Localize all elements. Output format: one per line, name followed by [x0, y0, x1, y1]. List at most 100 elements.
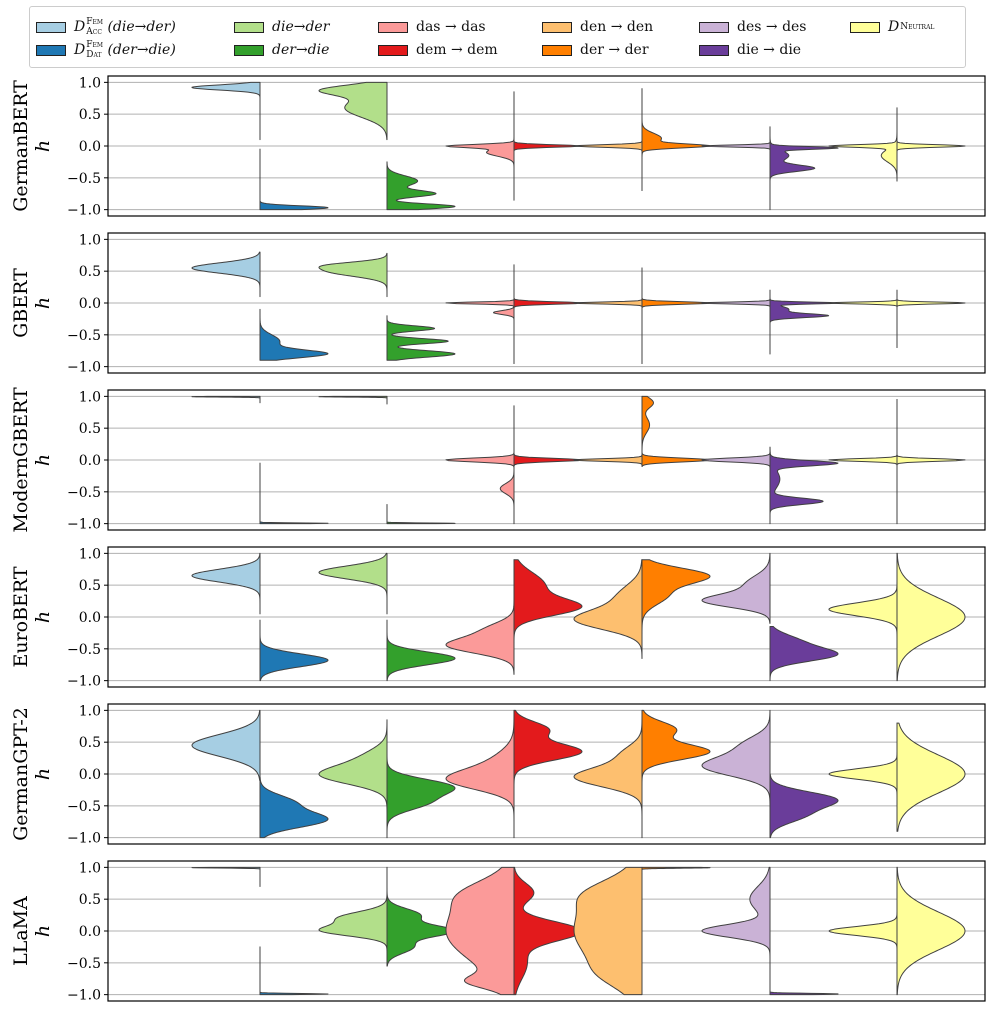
violin-GBERT-das_das-left [445, 264, 515, 364]
violin-GBERT-die_die-right [769, 289, 839, 355]
legend-swatch-neutral [850, 21, 880, 33]
violin-ModernGBERT-neutral-left [828, 399, 898, 525]
legend-swatch-die_der [234, 21, 264, 33]
violin-GBERT-die_der-left [318, 252, 388, 298]
legend-item-die_die: die → die [699, 40, 801, 60]
y-tick-label: −0.5 [67, 328, 101, 344]
legend-label-das_das: das → das [416, 19, 486, 35]
y-tick-label: 0.5 [79, 421, 101, 437]
y-tick-label: 0.5 [79, 892, 101, 908]
violin-LLaMA-die_die-right [769, 968, 839, 996]
legend-swatch-der_der [542, 44, 572, 56]
violin-LLaMA-dat_fem-right [259, 946, 329, 996]
legend-swatch-acc_fem [36, 21, 66, 33]
violin-ModernGBERT-den_den-left [573, 395, 643, 467]
legend-item-des_des: des → des [699, 17, 807, 37]
violin-GermanBERT-neutral-right [896, 107, 966, 182]
violin-LLaMA-den_den-left [573, 866, 643, 996]
legend-label-die_der: die→der [272, 19, 330, 35]
y-axis-label: h [32, 297, 54, 309]
violin-ModernGBERT-dat_fem-right [259, 462, 329, 525]
violin-ModernGBERT-die_der-left [318, 395, 388, 405]
y-axis-label: h [32, 140, 54, 152]
panel-GBERT: 1.0 0.5 0.0 −0.5 −1.0 GBERT h [10, 232, 986, 376]
violin-ModernGBERT-acc_fem-left [191, 395, 261, 404]
violin-GermanGPT-2-der_die-right [386, 719, 456, 839]
legend: D Fem Acc (die→der) D Fem Dat (der→die) die→de… [29, 6, 966, 68]
violin-EuroBERT-dat_fem-right [259, 619, 329, 682]
violin-ModernGBERT-die_die-right [769, 446, 839, 525]
legend-label-neutral: D Neutral [888, 19, 935, 35]
y-tick-label: −1.0 [67, 203, 101, 219]
y-tick-label: 0.0 [79, 924, 101, 940]
y-tick-label: 0.5 [79, 735, 101, 751]
y-tick-label: 1.0 [79, 389, 101, 405]
y-tick-label: −1.0 [67, 360, 101, 376]
violin-GermanGPT-2-den_den-left [573, 709, 643, 839]
model-label: EuroBERT [10, 566, 32, 667]
violin-GermanBERT-der_der-right [641, 88, 711, 192]
violin-LLaMA-dem_dem-right [513, 866, 583, 996]
panel-GermanBERT: 1.0 0.5 0.0 −0.5 −1.0 GermanBERT h [10, 75, 986, 219]
model-label: GBERT [10, 268, 32, 338]
violin-GermanBERT-das_das-left [445, 91, 515, 201]
panel-GermanGPT-2: 1.0 0.5 0.0 −0.5 −1.0 GermanGPT-2 h [10, 703, 986, 847]
y-tick-label: −1.0 [67, 831, 101, 847]
legend-label-dem_dem: dem → dem [416, 42, 498, 58]
model-label: ModernGBERT [10, 387, 32, 533]
violin-GermanGPT-2-dem_dem-right [513, 709, 583, 839]
violin-EuroBERT-der_die-right [386, 619, 456, 682]
legend-label-der_die: der→die [272, 42, 330, 58]
y-tick-label: −1.0 [67, 674, 101, 690]
violin-GBERT-des_des-left [701, 289, 771, 355]
violin-GermanGPT-2-neutral-left [828, 722, 898, 832]
panel-EuroBERT: 1.0 0.5 0.0 −0.5 −1.0 EuroBERT h [10, 546, 986, 690]
y-tick-label: −0.5 [67, 642, 101, 658]
y-axis-label: h [32, 925, 54, 937]
violin-LLaMA-neutral-right [896, 866, 966, 996]
violin-LLaMA-die_der-left [318, 866, 388, 967]
violin-GermanBERT-acc_fem-left [191, 81, 261, 141]
y-tick-label: 0.0 [79, 139, 101, 155]
legend-item-das_das: das → das [378, 17, 486, 37]
violin-GermanBERT-die_der-left [318, 81, 388, 141]
violin-EuroBERT-die_die-right [769, 626, 839, 682]
legend-item-die_der: die→der [234, 17, 329, 37]
legend-swatch-das_das [378, 21, 408, 33]
y-tick-label: 0.0 [79, 453, 101, 469]
legend-label-die_die: die → die [737, 42, 802, 58]
y-tick-label: −0.5 [67, 171, 101, 187]
legend-swatch-der_die [234, 44, 264, 56]
model-label: LLaMA [10, 896, 32, 966]
y-tick-label: −0.5 [67, 485, 101, 501]
violin-GermanBERT-dat_fem-right [259, 148, 329, 211]
violin-EuroBERT-den_den-left [573, 559, 643, 659]
violin-EuroBERT-neutral-right [896, 552, 966, 682]
violin-EuroBERT-des_des-left [701, 552, 771, 624]
violin-GBERT-acc_fem-left [191, 251, 261, 298]
legend-item-der_die: der→die [234, 40, 329, 60]
violin-GermanGPT-2-acc_fem-left [191, 709, 261, 781]
legend-item-acc_fem: D Fem Acc (die→der) [36, 17, 176, 37]
violin-LLaMA-neutral-left [828, 866, 898, 996]
violin-EuroBERT-dem_dem-right [513, 559, 583, 675]
y-tick-label: 0.0 [79, 767, 101, 783]
legend-item-dat_fem: D Fem Dat (der→die) [36, 40, 176, 60]
legend-label-dat_fem: D Fem Dat (der→die) [74, 40, 176, 60]
violin-ModernGBERT-dem_dem-right [513, 405, 583, 525]
violin-GermanGPT-2-die_der-left [318, 719, 388, 839]
violin-LLaMA-der_die-right [386, 866, 456, 967]
violin-ModernGBERT-das_das-left [445, 405, 515, 525]
violin-GermanBERT-des_des-left [701, 126, 771, 211]
y-tick-label: −1.0 [67, 988, 101, 1004]
y-tick-label: 1.0 [79, 703, 101, 719]
y-tick-label: −0.5 [67, 799, 101, 815]
violin-GBERT-der_der-right [641, 267, 711, 364]
violin-EuroBERT-acc_fem-left [191, 552, 261, 615]
violin-GermanGPT-2-neutral-right [896, 722, 966, 832]
violin-GermanBERT-den_den-left [573, 88, 643, 192]
legend-swatch-des_des [699, 21, 729, 33]
y-tick-label: 1.0 [79, 546, 101, 562]
